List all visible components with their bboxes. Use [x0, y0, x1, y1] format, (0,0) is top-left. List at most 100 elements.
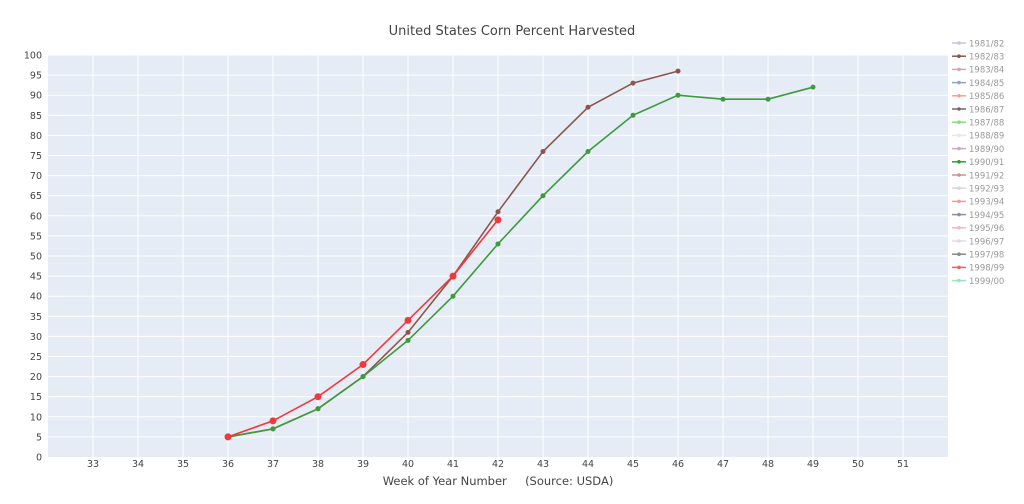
x-tick-label: 51 [897, 459, 909, 470]
data-point[interactable] [675, 92, 681, 98]
data-point[interactable] [450, 293, 456, 299]
legend-item[interactable]: 1981/82 [952, 39, 1004, 49]
data-point[interactable] [675, 68, 681, 74]
legend-item[interactable]: 1994/95 [952, 211, 1004, 221]
y-tick-label: 60 [30, 211, 42, 222]
data-point[interactable] [495, 241, 501, 247]
legend-swatch-marker [957, 120, 961, 124]
data-point[interactable] [224, 433, 232, 441]
y-tick-label: 55 [30, 231, 42, 242]
y-tick-label: 90 [30, 91, 42, 102]
x-tick-label: 37 [267, 459, 279, 470]
y-tick-label: 40 [30, 292, 42, 303]
y-tick-label: 30 [30, 332, 42, 343]
legend-item[interactable]: 1998/99 [952, 264, 1004, 274]
y-tick-label: 100 [24, 51, 42, 62]
legend-item[interactable]: 1984/85 [952, 79, 1004, 89]
x-tick-label: 46 [672, 459, 684, 470]
y-tick-label: 15 [30, 392, 42, 403]
legend-label: 1981/82 [969, 39, 1004, 49]
y-tick-label: 95 [30, 71, 42, 82]
legend-label: 1986/87 [969, 105, 1004, 115]
x-tick-label: 47 [717, 459, 729, 470]
y-tick-label: 25 [30, 352, 42, 363]
data-point[interactable] [404, 316, 412, 324]
data-point[interactable] [315, 406, 321, 412]
legend-swatch-marker [957, 107, 961, 111]
data-point[interactable] [360, 374, 366, 380]
y-tick-label: 50 [30, 252, 42, 263]
legend-label: 1990/91 [969, 158, 1004, 168]
series-group [224, 216, 502, 441]
legend-swatch-marker [957, 133, 961, 138]
legend-label: 1996/97 [969, 237, 1004, 247]
y-tick-label: 65 [30, 191, 42, 202]
x-tick-label: 45 [627, 459, 639, 470]
legend-item[interactable]: 1990/91 [952, 158, 1004, 168]
data-point[interactable] [540, 193, 546, 199]
data-point[interactable] [585, 148, 591, 154]
data-point[interactable] [270, 426, 276, 432]
legend-label: 1987/88 [969, 119, 1004, 129]
legend-item[interactable]: 1993/94 [952, 198, 1004, 208]
data-point[interactable] [540, 148, 546, 154]
data-point[interactable] [405, 329, 411, 335]
data-point[interactable] [495, 209, 501, 215]
legend-swatch-marker [957, 186, 961, 190]
legend-item[interactable]: 1995/96 [952, 224, 1004, 234]
data-point[interactable] [810, 84, 816, 90]
legend-label: 1995/96 [969, 224, 1004, 234]
y-tick-label: 10 [30, 412, 42, 423]
data-point[interactable] [720, 96, 726, 102]
legend-item[interactable]: 1986/87 [952, 105, 1004, 115]
y-tick-label: 85 [30, 111, 42, 122]
legend-swatch-marker [957, 265, 961, 270]
legend-label: 1992/93 [969, 185, 1004, 195]
x-tick-label: 39 [357, 459, 369, 470]
legend-swatch-marker [957, 160, 961, 164]
legend-label: 1988/89 [969, 132, 1004, 142]
legend-item[interactable]: 1991/92 [952, 171, 1004, 181]
legend-item[interactable]: 1982/83 [952, 53, 1004, 63]
legend-item[interactable]: 1999/00 [952, 277, 1004, 287]
series-line [227, 86, 814, 438]
x-tick-label: 43 [537, 459, 549, 470]
data-point[interactable] [630, 112, 636, 118]
x-tick-label: 41 [447, 459, 459, 470]
data-point[interactable] [269, 417, 277, 425]
legend-label: 1997/98 [969, 251, 1004, 261]
legend-item[interactable]: 1997/98 [952, 251, 1004, 261]
legend-swatch-marker [957, 212, 961, 217]
data-point[interactable] [494, 216, 502, 224]
legend-item[interactable]: 1983/84 [952, 66, 1004, 76]
y-tick-label: 0 [36, 453, 42, 464]
data-point[interactable] [765, 96, 771, 102]
x-tick-label: 35 [177, 459, 189, 470]
legend-label: 1989/90 [969, 145, 1004, 155]
legend-item[interactable]: 1987/88 [952, 119, 1004, 129]
legend-swatch-marker [957, 252, 961, 256]
legend-swatch-marker [957, 278, 961, 283]
legend-item[interactable]: 1985/86 [952, 92, 1004, 102]
legend-item[interactable]: 1989/90 [952, 145, 1004, 155]
y-tick-label: 70 [30, 171, 42, 182]
legend-label: 1999/00 [969, 277, 1004, 287]
data-point[interactable] [405, 337, 411, 343]
data-point[interactable] [359, 361, 367, 369]
legend-item[interactable]: 1992/93 [952, 185, 1004, 195]
series-lines [224, 68, 816, 441]
x-tick-label: 36 [222, 459, 234, 470]
data-point[interactable] [314, 393, 322, 401]
x-tick-label: 42 [492, 459, 504, 470]
data-point[interactable] [449, 272, 457, 280]
x-tick-label: 34 [132, 459, 144, 470]
legend-item[interactable]: 1996/97 [952, 237, 1004, 247]
y-tick-label: 20 [30, 372, 42, 383]
data-point[interactable] [630, 80, 636, 86]
data-point[interactable] [585, 104, 591, 110]
legend-item[interactable]: 1988/89 [952, 132, 1004, 142]
x-tick-label: 48 [762, 459, 774, 470]
x-axis-label: Week of Year Number (Source: USDA) [383, 474, 614, 488]
